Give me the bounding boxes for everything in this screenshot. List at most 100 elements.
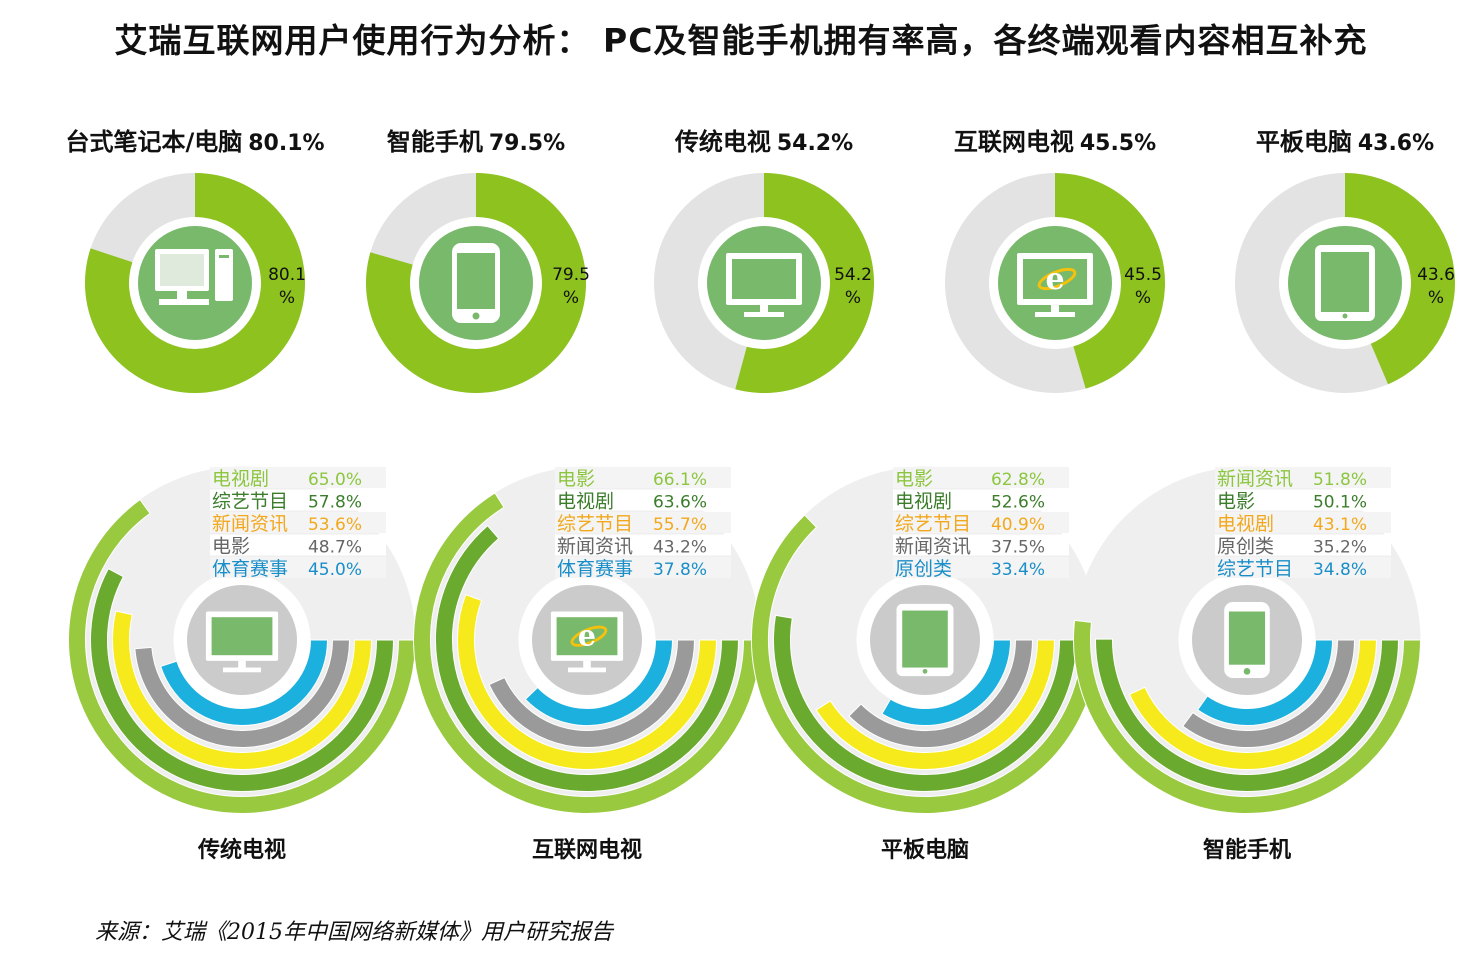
radial-bar-chart: 电视剧 65.0% 综艺节目 57.8% 新闻资讯 53.6% 电影 48.7% 体育赛事 45.… bbox=[68, 466, 417, 815]
radial-bar bbox=[1196, 639, 1334, 726]
category-label: 电影 bbox=[212, 536, 250, 558]
category-label: 体育赛事 bbox=[212, 558, 288, 580]
tv-base bbox=[1035, 312, 1075, 317]
device-name: 台式笔记本/电脑 bbox=[65, 128, 243, 156]
radial-bar bbox=[848, 639, 1034, 748]
legend-row bbox=[1215, 467, 1391, 488]
value-label: 50.1% bbox=[1313, 493, 1367, 513]
device-name: 智能手机 bbox=[386, 128, 483, 156]
category-label: 体育赛事 bbox=[557, 558, 633, 580]
category-label: 新闻资讯 bbox=[557, 536, 633, 558]
value-label: 52.6% bbox=[991, 493, 1045, 513]
page-title: 艾瑞互联网用户使用行为分析： PC及智能手机拥有率高，各终端观看内容相互补充 bbox=[114, 21, 1368, 60]
category-label: 新闻资讯 bbox=[1217, 468, 1293, 490]
donut-title: 台式笔记本/电脑 80.1% bbox=[50, 122, 340, 157]
radial-caption: 互联网电视 bbox=[531, 838, 642, 863]
source-note: 来源：艾瑞《2015年中国网络新媒体》用户研究报告 bbox=[95, 920, 613, 945]
legend-row bbox=[210, 557, 386, 578]
donut-inner-value: 43.6 bbox=[1417, 265, 1455, 285]
legend-row bbox=[893, 467, 1069, 488]
tablet-screen bbox=[1321, 252, 1369, 312]
value-label: 45.0% bbox=[308, 560, 362, 580]
radial-bar bbox=[1182, 639, 1356, 748]
desktop-computer-icon bbox=[155, 249, 233, 305]
tablet-screen bbox=[902, 610, 948, 668]
value-label: 40.9% bbox=[991, 515, 1045, 535]
donut-inner-unit: % bbox=[279, 288, 295, 308]
value-label: 37.5% bbox=[991, 538, 1045, 558]
tower-shape bbox=[215, 249, 233, 301]
category-label: 新闻资讯 bbox=[212, 513, 288, 535]
screen-shape bbox=[160, 254, 204, 286]
tv-screen bbox=[556, 617, 618, 656]
donut-title: 平板电脑 43.6% bbox=[1200, 122, 1482, 157]
tv-neck bbox=[760, 305, 768, 313]
ownership-donut: 54.2% bbox=[653, 173, 874, 393]
donut-inner-value: 79.5 bbox=[552, 265, 590, 285]
value-label: 33.4% bbox=[991, 560, 1045, 580]
ownership-rate: 79.5% bbox=[488, 131, 566, 156]
donut-inner-unit: % bbox=[1428, 288, 1444, 308]
legend-row bbox=[210, 512, 386, 533]
browser-orbit bbox=[1037, 267, 1077, 291]
value-label: 66.1% bbox=[653, 470, 707, 490]
donut-inner-value: 45.5 bbox=[1124, 265, 1162, 285]
donut-share-slice bbox=[366, 173, 587, 393]
radial-bar bbox=[68, 498, 417, 815]
radial-bar-chart: 新闻资讯 51.8% 电影 50.1% 电视剧 43.1% 原创类 35.2% 综艺节目 34.8… bbox=[1073, 466, 1422, 815]
category-label: 原创类 bbox=[895, 558, 952, 580]
tv-neck bbox=[238, 660, 246, 669]
legend-row bbox=[210, 467, 386, 488]
ownership-donut: e 45.5% bbox=[944, 173, 1165, 393]
tv-base bbox=[568, 667, 606, 673]
tv-base bbox=[223, 667, 261, 673]
radial-bar bbox=[524, 639, 674, 726]
value-label: 43.1% bbox=[1313, 515, 1367, 535]
legend-row bbox=[555, 534, 731, 556]
device-name: 互联网电视 bbox=[953, 128, 1074, 156]
device-name: 平板电脑 bbox=[1255, 128, 1352, 156]
radial-bar bbox=[90, 568, 395, 792]
drive-slot bbox=[219, 255, 229, 258]
value-label: 34.8% bbox=[1313, 560, 1367, 580]
radial-caption: 传统电视 bbox=[197, 838, 286, 863]
browser-orbit bbox=[570, 625, 608, 647]
home-button bbox=[1342, 313, 1348, 319]
donut-share-slice bbox=[85, 173, 306, 393]
category-label: 电影 bbox=[557, 468, 595, 490]
value-label: 55.7% bbox=[653, 515, 707, 535]
donut-share-slice bbox=[735, 173, 874, 393]
donut-share-slice bbox=[1345, 173, 1455, 385]
internet-tv-icon: e bbox=[1017, 253, 1093, 317]
smartphone-icon bbox=[452, 243, 500, 323]
legend-row bbox=[555, 557, 731, 578]
radial-bar-chart: e 电影 66.1% 电视剧 63.6% 综艺节目 55.7% 新闻资讯 43.2% 体育赛事 37… bbox=[413, 466, 762, 814]
donut-share-slice bbox=[1055, 173, 1165, 389]
radial-bar bbox=[160, 639, 329, 726]
legend-row bbox=[893, 489, 1069, 511]
legend-row bbox=[555, 467, 731, 488]
radial-bar bbox=[457, 593, 718, 770]
legend-row bbox=[893, 512, 1069, 533]
legend-row bbox=[1215, 557, 1391, 578]
tablet-icon bbox=[896, 603, 954, 677]
internet-tv-icon: e bbox=[550, 611, 624, 673]
tv-screen bbox=[732, 259, 796, 299]
smartphone-icon bbox=[1224, 602, 1270, 678]
tv-base bbox=[744, 312, 784, 317]
radial-bar bbox=[1094, 638, 1400, 792]
legend-row bbox=[210, 489, 386, 511]
browser-e-glyph: e bbox=[578, 619, 596, 653]
legend-row bbox=[1215, 489, 1391, 511]
ownership-donut: 43.6% bbox=[1234, 173, 1455, 393]
category-label: 电视剧 bbox=[895, 491, 952, 513]
value-label: 53.6% bbox=[308, 515, 362, 535]
radial-caption: 平板电脑 bbox=[880, 838, 969, 863]
radial-bar bbox=[488, 639, 696, 748]
category-label: 新闻资讯 bbox=[895, 536, 971, 558]
phone-screen bbox=[457, 253, 495, 309]
stand-shape bbox=[177, 291, 187, 299]
donut-title: 互联网电视 45.5% bbox=[910, 122, 1200, 157]
donut-title: 传统电视 54.2% bbox=[619, 122, 909, 157]
